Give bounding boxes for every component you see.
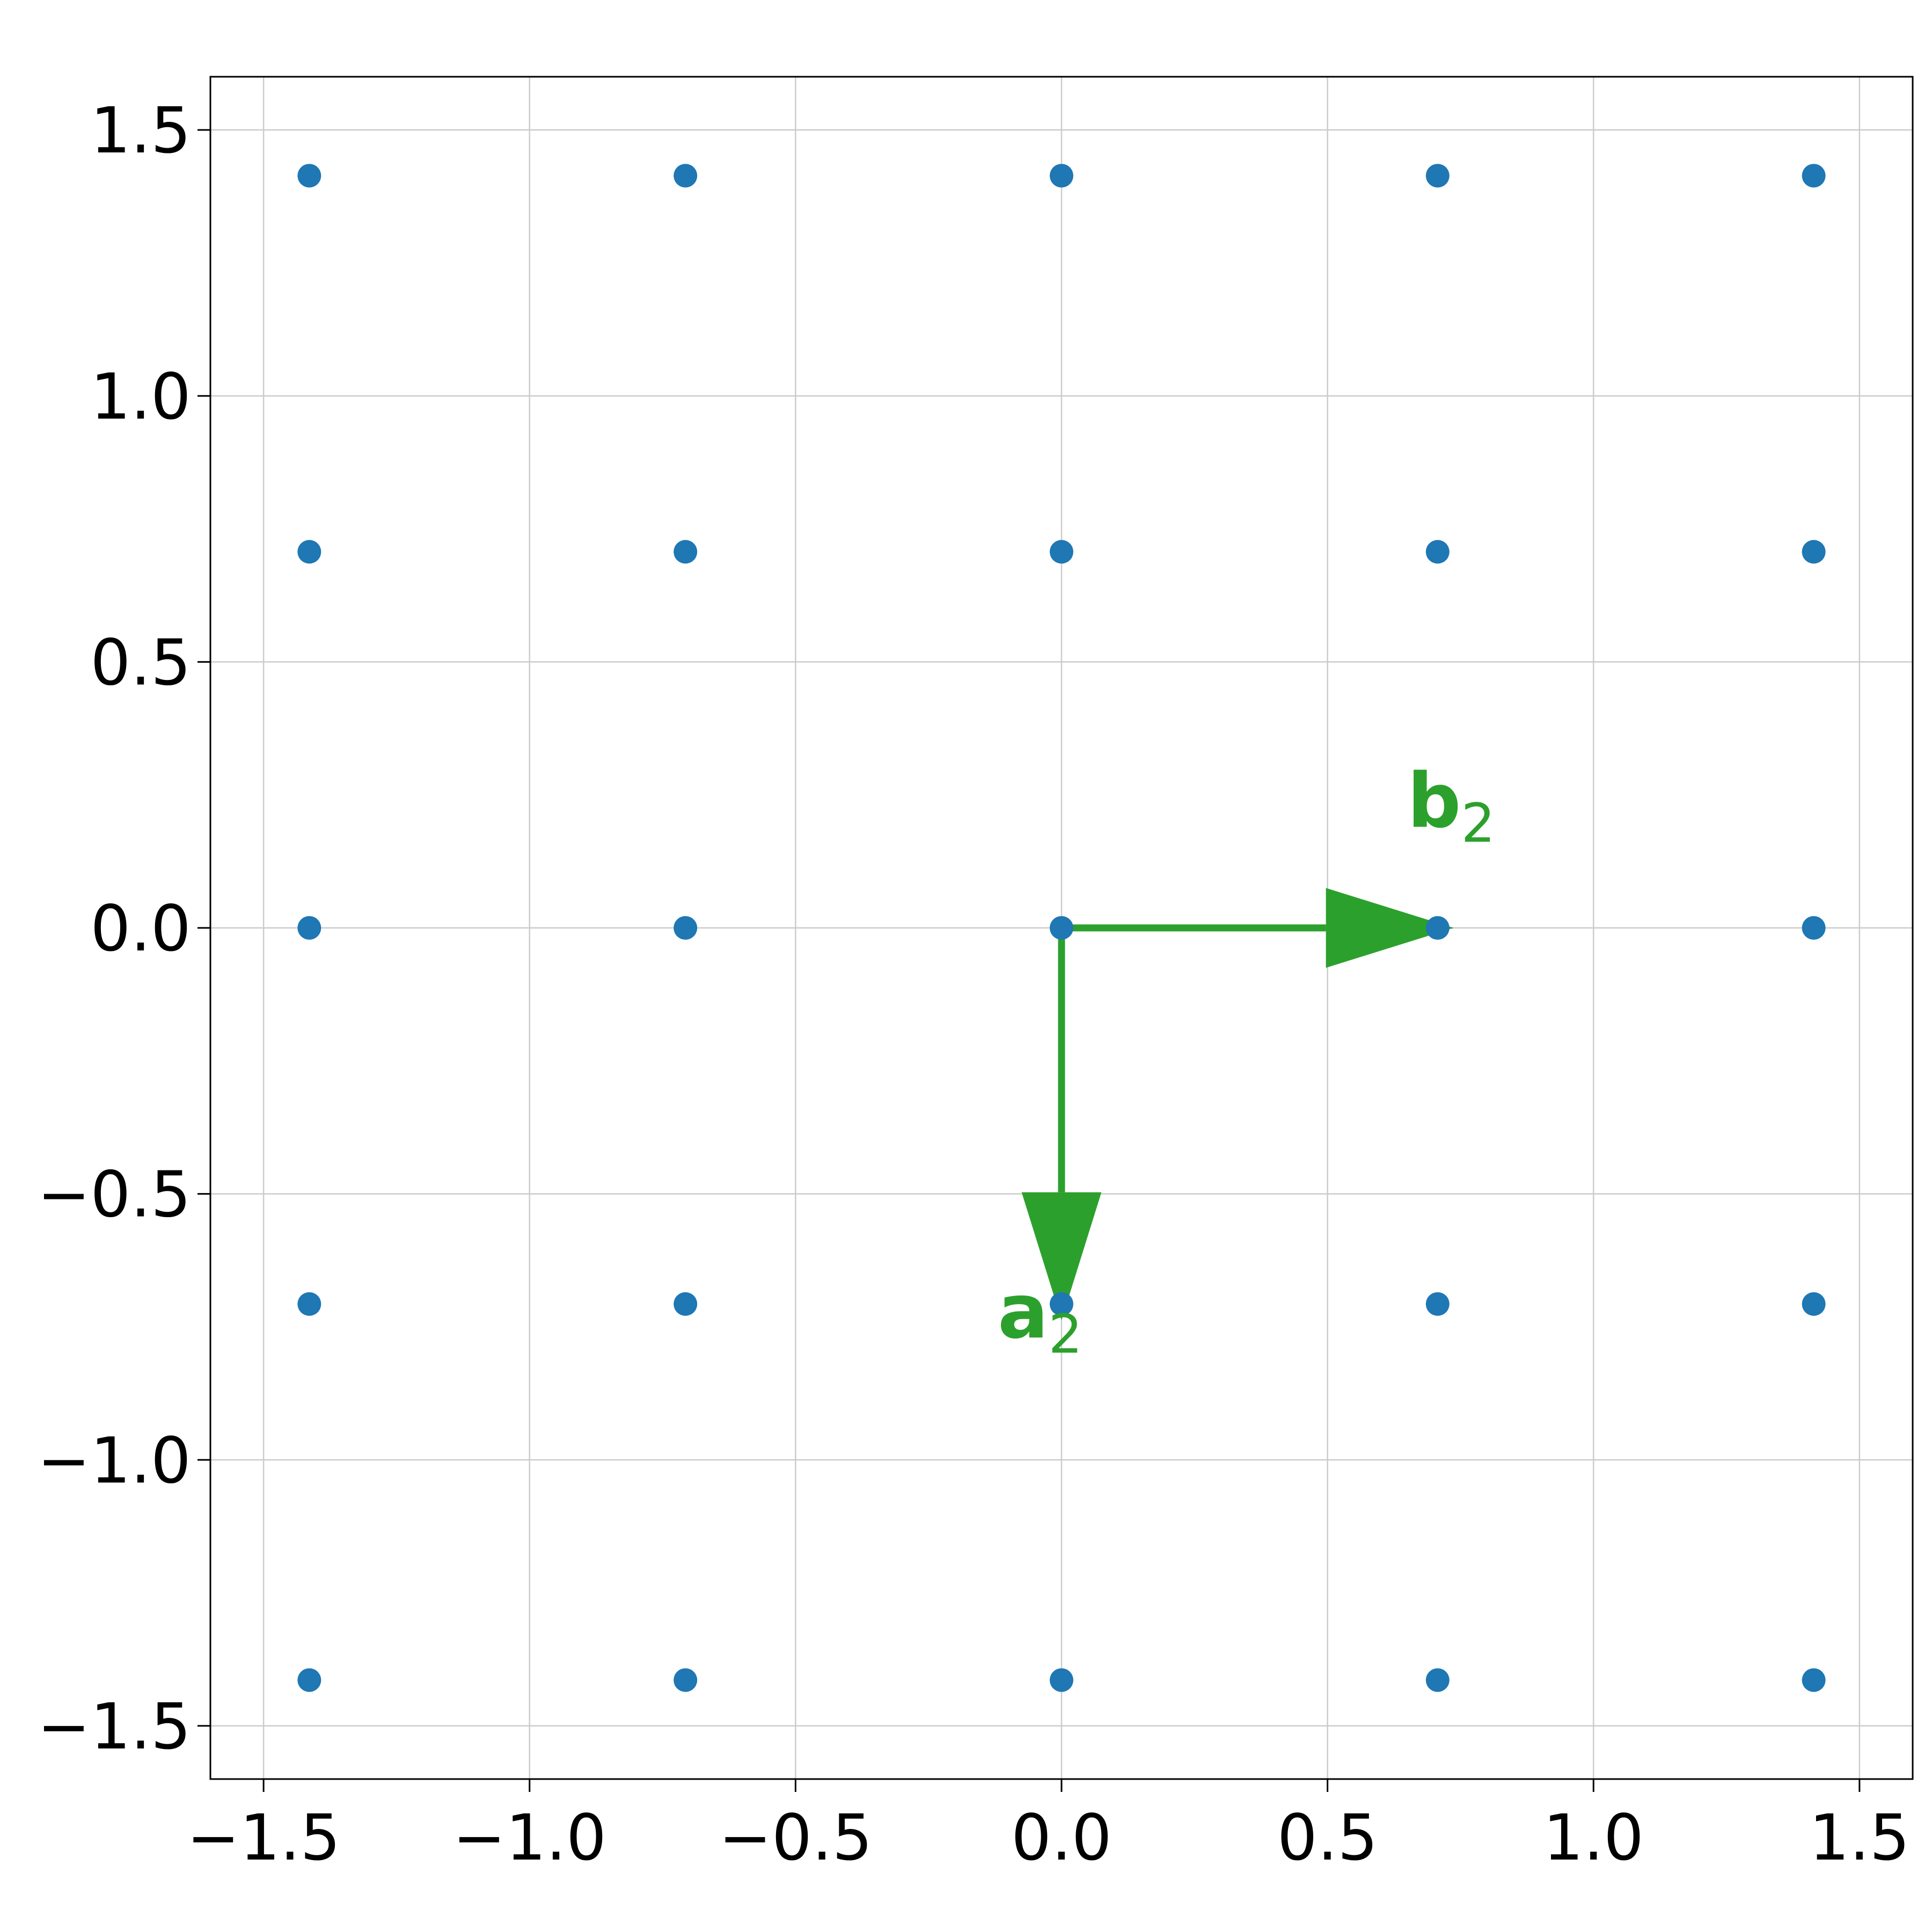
lattice-point <box>1802 1292 1826 1316</box>
lattice-point <box>674 540 698 564</box>
lattice-point <box>1802 1668 1826 1692</box>
y-tick-label: 1.0 <box>90 360 191 434</box>
basis-vectors <box>1021 888 1454 1320</box>
vector-b-subscript: 2 <box>1461 792 1496 855</box>
x-tick-label: −1.5 <box>187 1801 341 1875</box>
lattice-point <box>297 164 321 188</box>
y-tick-label: 1.5 <box>90 93 191 167</box>
lattice-point <box>297 916 321 940</box>
lattice-point <box>1425 916 1450 940</box>
x-tick-label: 1.5 <box>1809 1801 1910 1875</box>
vector-b-label: b2 <box>1407 758 1495 855</box>
lattice-point <box>1050 916 1073 940</box>
lattice-point <box>1050 540 1073 564</box>
lattice-point <box>674 916 698 940</box>
y-tick-label: −1.0 <box>37 1423 191 1497</box>
y-tick-label: 0.0 <box>90 891 191 965</box>
vector-b-letter: b <box>1407 758 1461 845</box>
x-tick-label: −1.0 <box>452 1801 606 1875</box>
lattice-point <box>1425 164 1450 188</box>
vector-a-label: a2 <box>998 1268 1082 1365</box>
axis-ticks: −1.5 −1.0 −0.5 0.0 0.5 1.0 1.5 1.5 1.0 0.5 0.0 −0.5… <box>37 93 1909 1875</box>
axes-frame <box>209 76 1914 1780</box>
lattice-points <box>297 164 1826 1692</box>
y-tick-label: −0.5 <box>37 1158 191 1232</box>
lattice-point <box>297 1292 321 1316</box>
y-tick-label: 0.5 <box>90 625 191 699</box>
y-tick-label: −1.5 <box>37 1689 191 1763</box>
x-tick-label: 1.0 <box>1543 1801 1644 1875</box>
lattice-point <box>1425 1668 1450 1692</box>
lattice-point <box>674 164 698 188</box>
lattice-point <box>674 1292 698 1316</box>
vector-a-head <box>1021 1192 1102 1320</box>
lattice-point <box>1050 164 1073 188</box>
lattice-point <box>297 540 321 564</box>
x-tick-label: −0.5 <box>719 1801 873 1875</box>
x-tick-label: 0.0 <box>1011 1801 1112 1875</box>
x-tick-label: 0.5 <box>1277 1801 1378 1875</box>
lattice-point <box>1802 164 1826 188</box>
vector-a-subscript: 2 <box>1049 1302 1083 1365</box>
lattice-point <box>1802 916 1826 940</box>
lattice-point <box>297 1668 321 1692</box>
lattice-point <box>1425 540 1450 564</box>
lattice-point <box>1050 1668 1073 1692</box>
lattice-point <box>1050 1292 1073 1316</box>
lattice-point <box>1802 540 1826 564</box>
vector-a-letter: a <box>998 1268 1048 1356</box>
lattice-point <box>1425 1292 1450 1316</box>
vector-b-head <box>1326 888 1454 968</box>
lattice-point <box>674 1668 698 1692</box>
